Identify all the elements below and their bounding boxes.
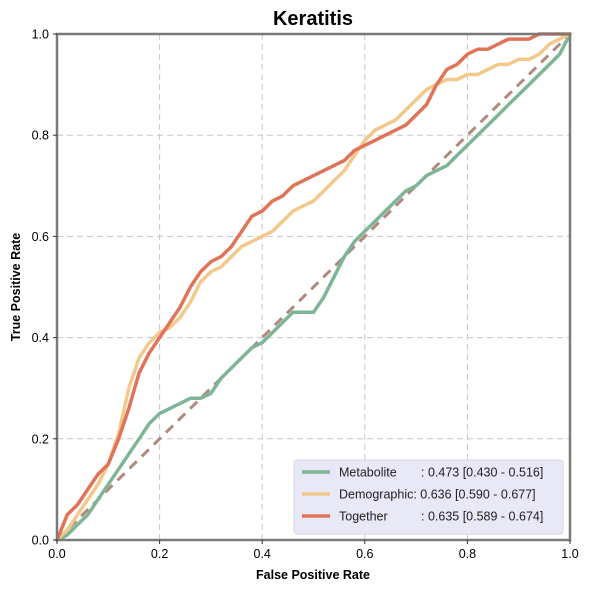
legend-series-score: : 0.473 [0.430 - 0.516]	[421, 466, 543, 480]
diagonal-reference	[55, 32, 572, 542]
x-tick-label: 0.6	[356, 547, 373, 561]
y-axis-label: True Positive Rate	[9, 233, 23, 341]
series-line-metabolite	[55, 32, 572, 542]
legend-box	[293, 459, 564, 535]
x-axis-label: False Positive Rate	[256, 568, 370, 582]
legend-series-name: Demographic	[339, 488, 413, 502]
y-tick-label: 0.4	[32, 331, 49, 345]
chance-diagonal-line	[55, 32, 572, 542]
legend: Metabolite : 0.473 [0.430 - 0.516] Demogra…	[293, 459, 564, 535]
legend-series-name: Together	[339, 510, 388, 524]
y-tick-label: 0.2	[32, 432, 49, 446]
chart-title: Keratitis	[273, 8, 353, 30]
legend-series-name: Metabolite	[339, 466, 397, 480]
grid	[57, 34, 570, 540]
series-line-demographic	[55, 32, 572, 542]
legend-series-score: : 0.636 [0.590 - 0.677]	[413, 488, 535, 502]
y-tick-label: 0.6	[32, 230, 49, 244]
x-tick-label: 0.4	[254, 547, 271, 561]
y-tick-label: 0.8	[32, 129, 49, 143]
legend-series-score: : 0.635 [0.589 - 0.674]	[421, 510, 543, 524]
series-line-together	[55, 32, 572, 542]
x-tick-label: 0.0	[48, 547, 65, 561]
series-lines	[55, 32, 572, 542]
x-tick-label: 0.8	[459, 547, 476, 561]
x-tick-label: 0.2	[151, 547, 168, 561]
y-tick-label: 0.0	[32, 534, 49, 548]
plot-frame	[55, 32, 572, 542]
y-tick-label: 1.0	[32, 28, 49, 42]
tick-labels: 0.0 0.2 0.4 0.6 0.8 1.0 0.0 0.2 0.4 0.6 0.8 1.0	[32, 28, 579, 562]
x-tick-label: 1.0	[561, 547, 578, 561]
